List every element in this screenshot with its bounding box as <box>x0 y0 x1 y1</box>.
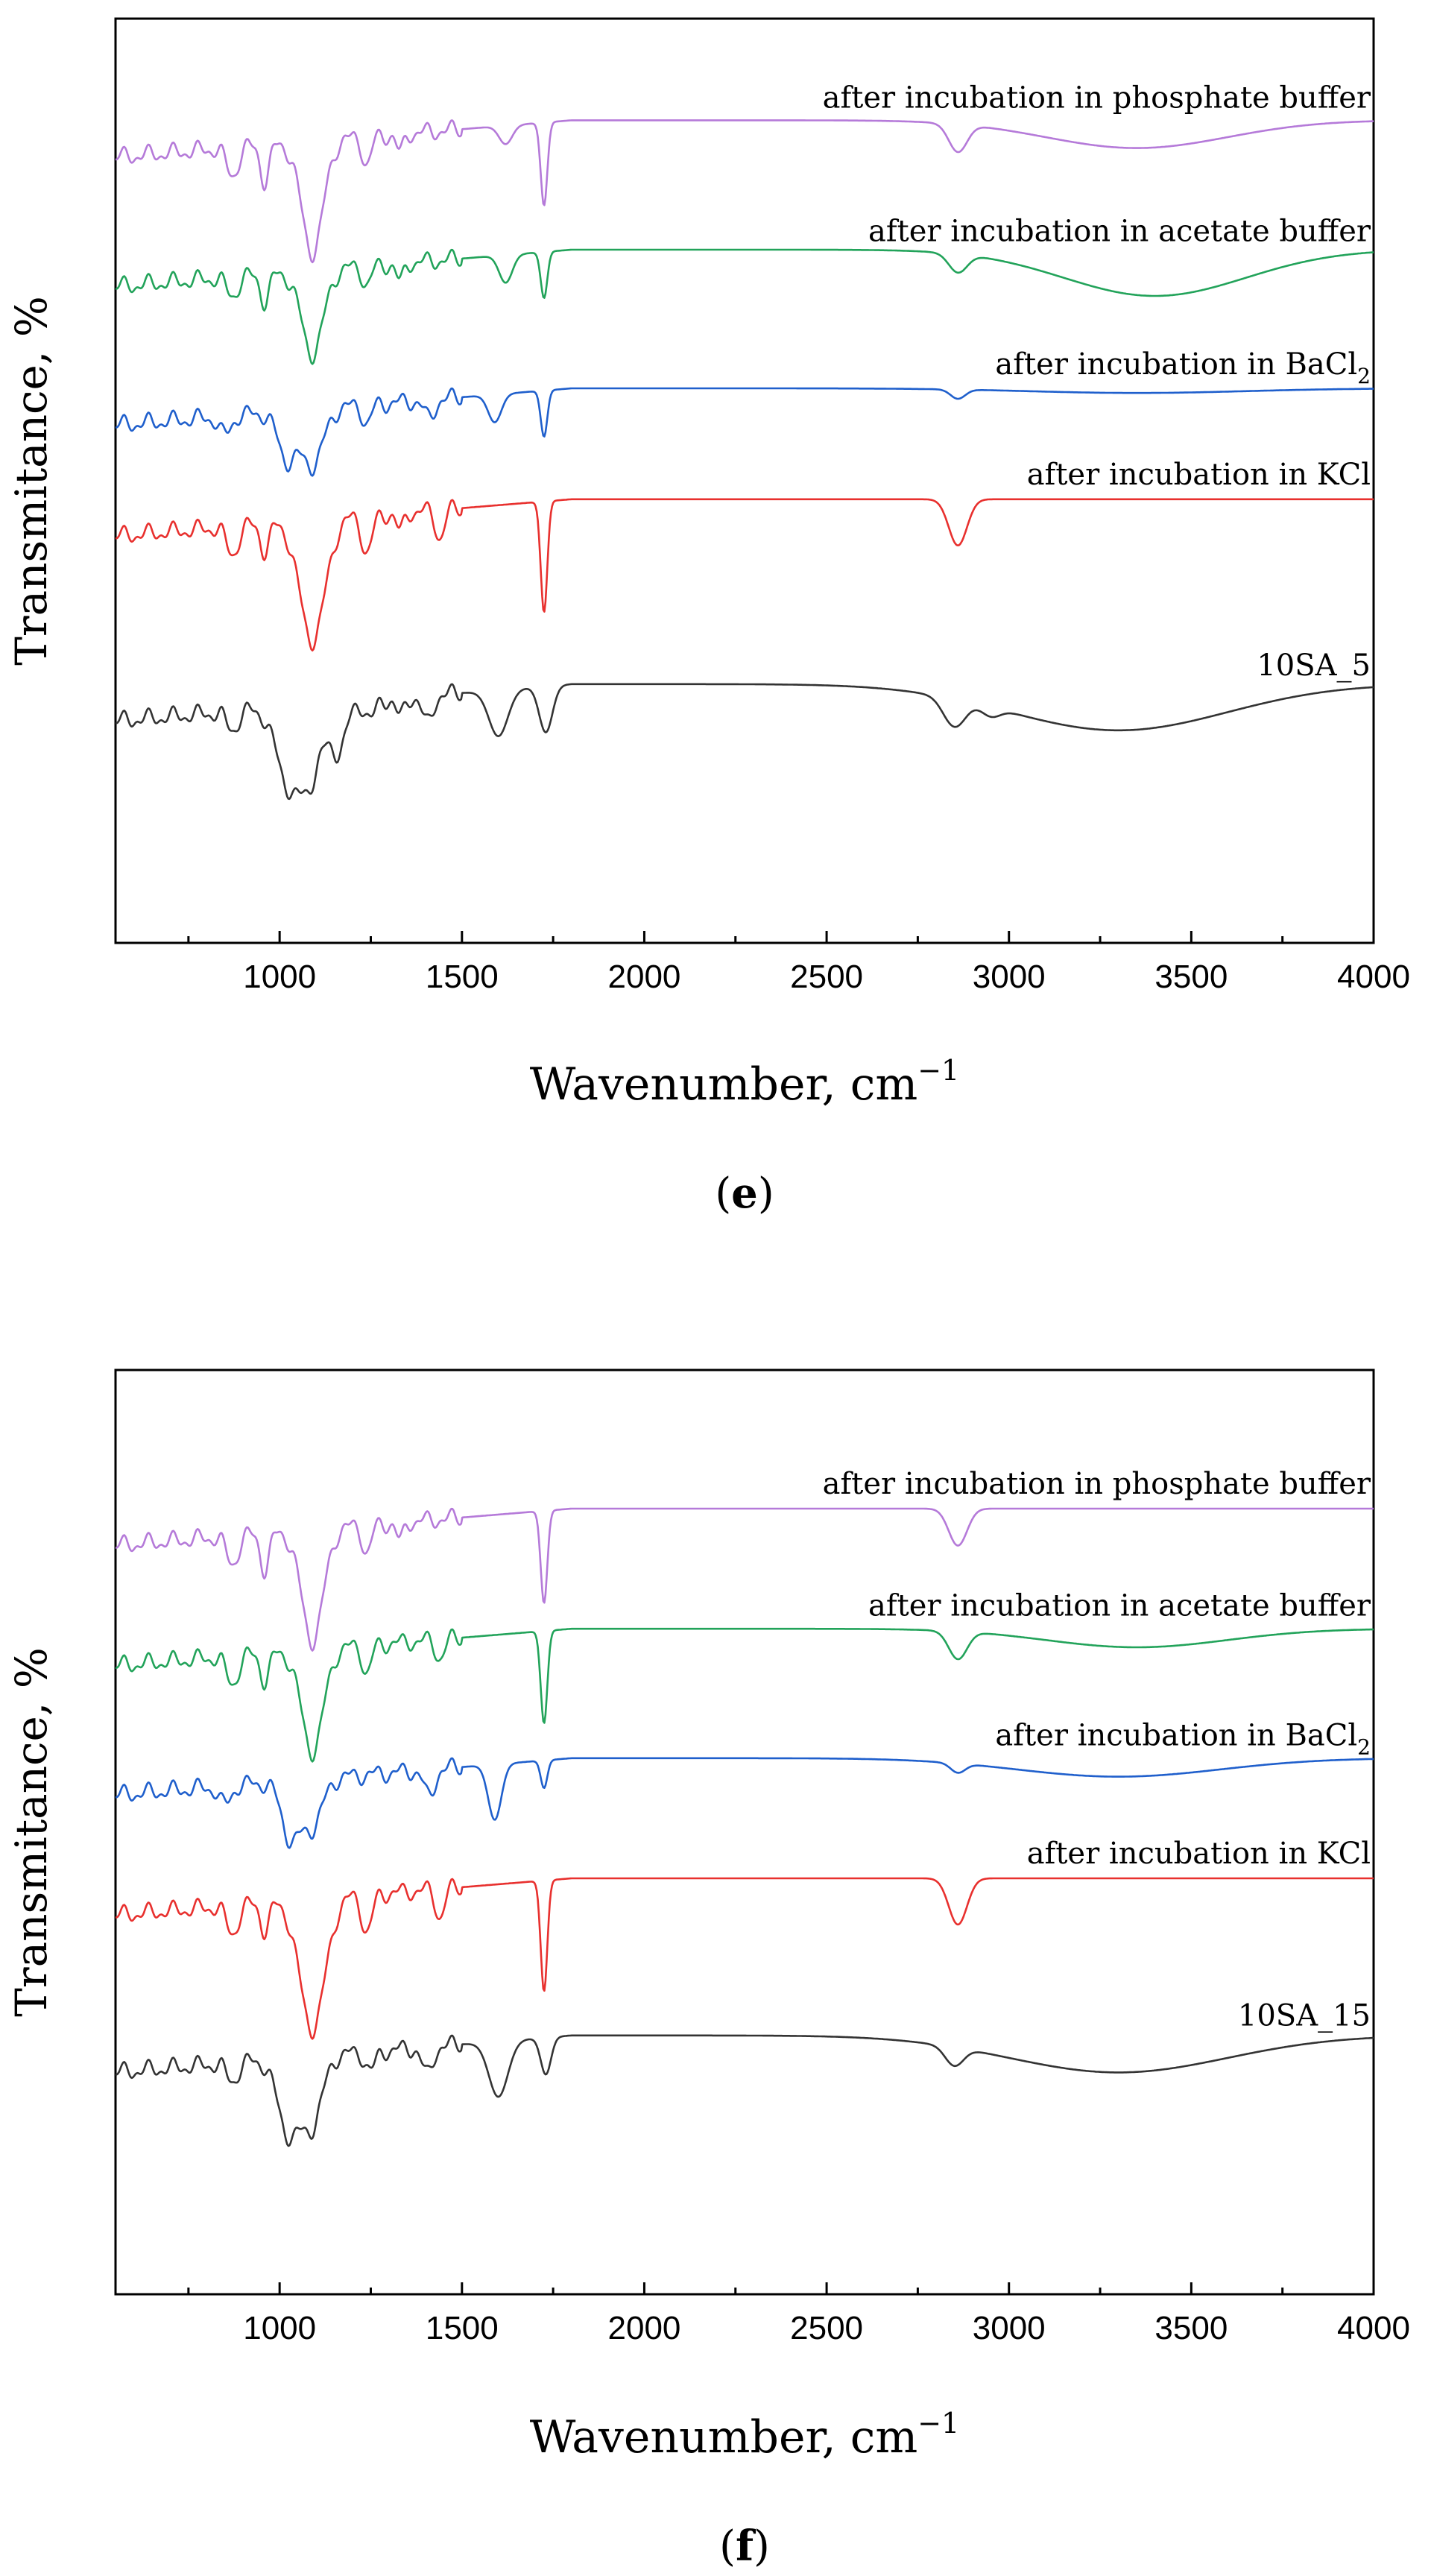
series-label-1: after incubation in KCl <box>1027 1837 1371 1871</box>
x-tick-label: 3000 <box>973 959 1046 995</box>
series-line-2 <box>115 1757 1374 1849</box>
x-axis-label: Wavenumber, cm−1 <box>530 2407 960 2463</box>
y-axis-label: Transmitance, % <box>6 296 57 666</box>
series-label-3: after incubation in acetate buffer <box>868 1588 1371 1623</box>
series-label-1: after incubation in KCl <box>1027 458 1371 492</box>
series-line-0 <box>115 2034 1374 2147</box>
chart-panel-f: 1000 1500 2000 2500 3000 3500 4000 10SA_15 after… <box>6 1368 1410 2571</box>
x-tick-label: 1500 <box>426 959 499 995</box>
x-tick-label: 1000 <box>243 959 316 995</box>
series-line-3 <box>115 248 1374 365</box>
series-line-4 <box>115 1507 1374 1652</box>
series-label-0: 10SA_15 <box>1238 1999 1371 2033</box>
x-tick-label: 2500 <box>790 2310 863 2346</box>
x-tick-label: 3000 <box>973 2310 1046 2346</box>
series-label-2: after incubation in BaCl2 <box>995 347 1371 388</box>
panel-label-f: (f) <box>719 2522 770 2571</box>
series-line-0 <box>115 683 1374 801</box>
plot-frame <box>114 1368 1375 2296</box>
series-label-4: after incubation in phosphate buffer <box>823 81 1371 116</box>
series-label-2: after incubation in BaCl2 <box>995 1718 1371 1759</box>
x-tick-label: 2500 <box>790 959 863 995</box>
x-tick-label: 2000 <box>608 2310 681 2346</box>
chart-panel-e: 1000 1500 2000 2500 3000 3500 4000 10SA_5 after … <box>6 17 1410 1218</box>
x-tick-label: 4000 <box>1337 2310 1410 2346</box>
series-label-3: after incubation in acetate buffer <box>868 214 1371 248</box>
series-line-1 <box>115 498 1374 651</box>
plot-frame <box>114 17 1375 944</box>
series-label-0: 10SA_5 <box>1257 648 1371 683</box>
panel-label-e: (e) <box>715 1169 774 1218</box>
x-axis-label: Wavenumber, cm−1 <box>530 1054 960 1111</box>
series-label-4: after incubation in phosphate buffer <box>823 1467 1371 1501</box>
y-axis-label: Transmitance, % <box>6 1647 57 2017</box>
x-tick-label: 2000 <box>608 959 681 995</box>
series-line-4 <box>115 119 1374 264</box>
series-line-3 <box>115 1627 1374 1763</box>
x-tick-label: 1500 <box>426 2310 499 2346</box>
series-line-2 <box>115 387 1374 477</box>
series-line-1 <box>115 1877 1374 2040</box>
x-tick-label: 3500 <box>1154 2310 1228 2346</box>
x-tick-label: 1000 <box>243 2310 316 2346</box>
x-tick-label: 3500 <box>1154 959 1228 995</box>
x-tick-label: 4000 <box>1337 959 1410 995</box>
